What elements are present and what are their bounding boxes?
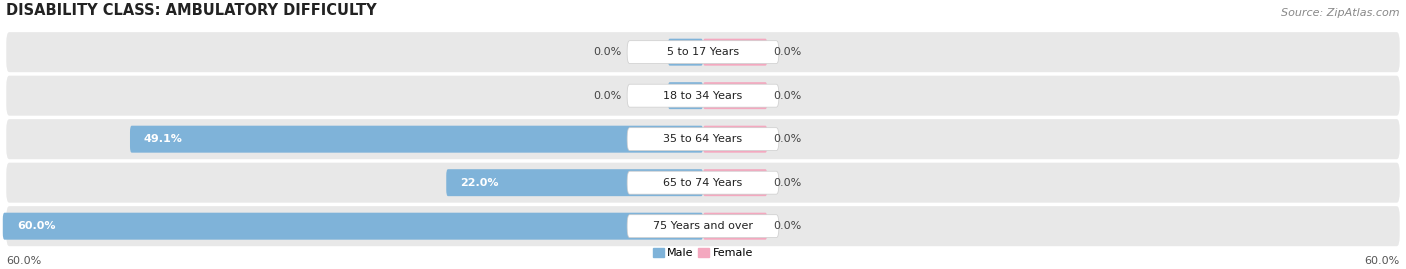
FancyBboxPatch shape (627, 171, 779, 194)
FancyBboxPatch shape (703, 82, 768, 109)
FancyBboxPatch shape (6, 119, 1400, 159)
Legend: Male, Female: Male, Female (652, 248, 754, 258)
Text: 60.0%: 60.0% (6, 256, 42, 266)
FancyBboxPatch shape (703, 39, 768, 66)
FancyBboxPatch shape (627, 215, 779, 238)
FancyBboxPatch shape (668, 39, 703, 66)
Text: 0.0%: 0.0% (773, 91, 801, 101)
FancyBboxPatch shape (446, 169, 703, 196)
Text: 0.0%: 0.0% (773, 178, 801, 188)
Text: 0.0%: 0.0% (593, 91, 621, 101)
Text: 49.1%: 49.1% (143, 134, 183, 144)
Text: 75 Years and over: 75 Years and over (652, 221, 754, 231)
Text: 22.0%: 22.0% (460, 178, 499, 188)
FancyBboxPatch shape (668, 82, 703, 109)
FancyBboxPatch shape (703, 169, 768, 196)
FancyBboxPatch shape (627, 84, 779, 107)
FancyBboxPatch shape (129, 126, 703, 153)
FancyBboxPatch shape (3, 213, 703, 240)
FancyBboxPatch shape (6, 206, 1400, 246)
Text: 0.0%: 0.0% (593, 47, 621, 57)
Text: 35 to 64 Years: 35 to 64 Years (664, 134, 742, 144)
Text: Source: ZipAtlas.com: Source: ZipAtlas.com (1281, 8, 1400, 18)
Text: 60.0%: 60.0% (17, 221, 55, 231)
Text: 0.0%: 0.0% (773, 47, 801, 57)
FancyBboxPatch shape (627, 128, 779, 151)
Text: 65 to 74 Years: 65 to 74 Years (664, 178, 742, 188)
Text: 0.0%: 0.0% (773, 134, 801, 144)
Text: 60.0%: 60.0% (1364, 256, 1400, 266)
Text: 5 to 17 Years: 5 to 17 Years (666, 47, 740, 57)
FancyBboxPatch shape (6, 32, 1400, 72)
Text: 0.0%: 0.0% (773, 221, 801, 231)
Text: DISABILITY CLASS: AMBULATORY DIFFICULTY: DISABILITY CLASS: AMBULATORY DIFFICULTY (6, 3, 377, 18)
FancyBboxPatch shape (703, 213, 768, 240)
FancyBboxPatch shape (6, 76, 1400, 116)
FancyBboxPatch shape (627, 41, 779, 64)
FancyBboxPatch shape (6, 163, 1400, 203)
Text: 18 to 34 Years: 18 to 34 Years (664, 91, 742, 101)
FancyBboxPatch shape (703, 126, 768, 153)
